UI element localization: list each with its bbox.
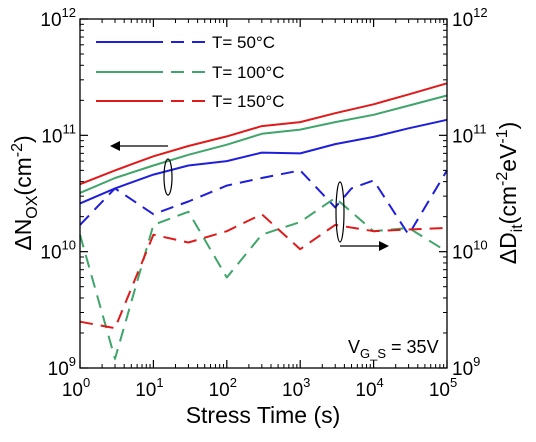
- legend-entry-0: T= 50°C: [96, 33, 275, 52]
- legend-entry-1: T= 100°C: [96, 63, 284, 82]
- x-tick-label: 103: [282, 375, 310, 401]
- legend: T= 50°C T= 100°C T= 150°C: [96, 33, 284, 111]
- y-left-tick-label: 1010: [40, 238, 76, 264]
- series-group-ellipse: [335, 181, 345, 243]
- series-line-3: [79, 169, 448, 236]
- y-left-tick-label: 109: [48, 354, 76, 380]
- x-tick-label: 105: [429, 375, 457, 401]
- arrow-right-head: [379, 241, 389, 251]
- x-tick-label: 104: [355, 375, 383, 401]
- legend-entry-2: T= 150°C: [96, 92, 284, 111]
- left-y-axis-label: ΔNOX(cm-2): [9, 135, 41, 250]
- x-tick-label: 100: [62, 375, 90, 401]
- series-line-5: [79, 213, 448, 330]
- legend-label: T= 50°C: [212, 33, 275, 52]
- y-right-tick-label: 1012: [452, 5, 488, 31]
- legend-label: T= 100°C: [212, 63, 284, 82]
- series-line-1: [79, 94, 448, 194]
- arrow-left-head: [110, 141, 120, 151]
- right-axis-indicator: [335, 181, 389, 251]
- x-tick-label: 102: [209, 375, 237, 401]
- right-y-axis-label: ΔDit(cm-2eV-1): [494, 122, 526, 265]
- series-line-0: [79, 118, 448, 205]
- series-group-ellipse: [163, 158, 173, 196]
- x-tick-label: 101: [135, 375, 163, 401]
- y-left-tick-label: 1012: [40, 5, 76, 31]
- y-right-tick-label: 1011: [452, 121, 487, 147]
- tick-marks: [79, 18, 448, 369]
- y-left-tick-label: 1011: [41, 121, 76, 147]
- y-right-tick-label: 109: [452, 354, 480, 380]
- tick-labels: 100 101 102 103 104 1051091010101110121091010…: [40, 5, 487, 401]
- y-right-tick-label: 1010: [452, 238, 488, 264]
- series-line-2: [79, 82, 448, 186]
- plot-frame: [79, 18, 448, 369]
- x-axis-label: Stress Time (s): [186, 402, 341, 428]
- legend-label: T= 150°C: [212, 92, 284, 111]
- bias-annotation: VG_S = 35V: [348, 337, 439, 361]
- series-line-4: [79, 196, 448, 360]
- series-layer: [79, 82, 448, 360]
- left-axis-indicator: [110, 141, 173, 196]
